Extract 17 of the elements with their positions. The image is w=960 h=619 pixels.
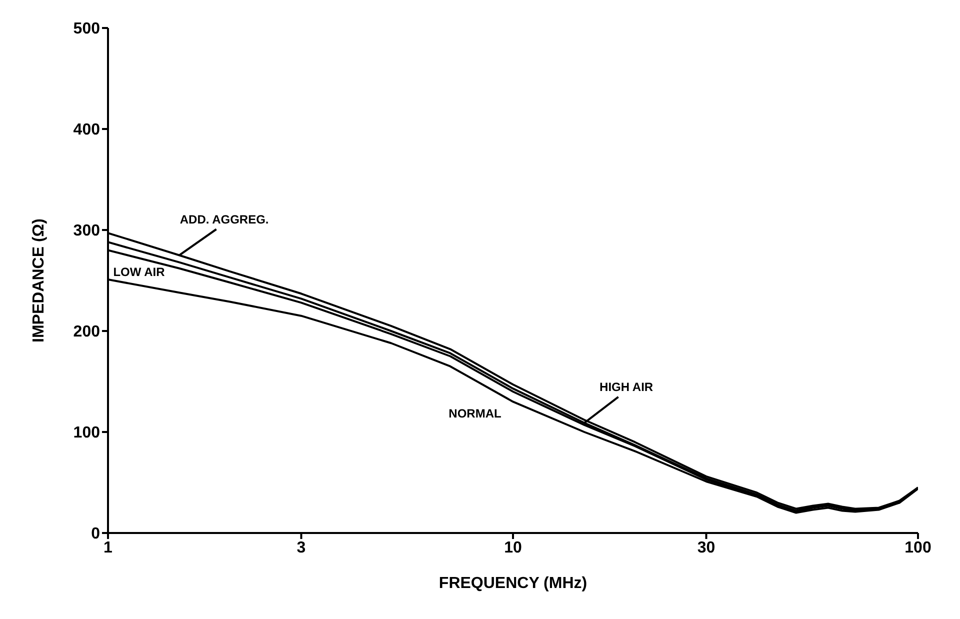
x-tick-label: 100 (904, 539, 932, 556)
x-tick-label: 10 (504, 539, 522, 556)
x-tick-label: 1 (104, 539, 113, 556)
text: HIGH AIR (600, 380, 654, 394)
y-tick-label: 400 (73, 122, 100, 139)
y-tick-label: 500 (73, 20, 100, 38)
series-label: NORMAL (448, 406, 502, 421)
y-tick-label: 100 (73, 424, 100, 442)
y-tick-label: 300 (73, 222, 100, 240)
series-label: LOW AIR (113, 265, 166, 280)
y-tick-label: 200 (73, 324, 100, 341)
y-tick-label: 0 (91, 526, 100, 543)
x-axis-title: FREQUENCY (MHz) (438, 575, 588, 592)
text: ADD. AGGREG. (180, 212, 269, 226)
y-axis-title: IMPEDANCE (Ω) (30, 218, 48, 342)
x-tick-label: 3 (296, 539, 306, 556)
x-tick-label: 30 (697, 539, 716, 556)
